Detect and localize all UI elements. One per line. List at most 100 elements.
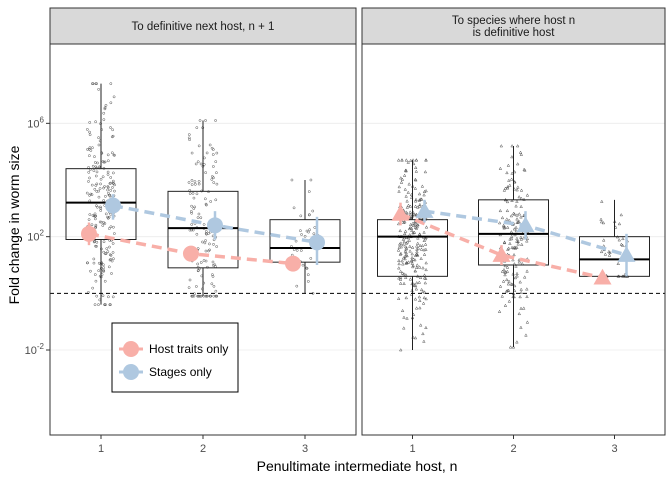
raw-point	[110, 259, 114, 263]
raw-point	[209, 200, 213, 203]
raw-point	[515, 144, 520, 148]
raw-point	[396, 248, 401, 252]
raw-point	[512, 212, 517, 216]
raw-point	[417, 280, 422, 284]
raw-point	[96, 161, 99, 165]
raw-point	[397, 189, 401, 193]
raw-point	[189, 210, 193, 213]
raw-point	[403, 256, 407, 261]
raw-point	[415, 253, 420, 257]
raw-point	[413, 284, 418, 288]
raw-point	[404, 250, 408, 254]
raw-point	[188, 278, 192, 282]
raw-point	[503, 272, 507, 277]
x-tick-label: 1	[409, 443, 415, 455]
raw-point	[307, 213, 311, 217]
raw-point	[413, 186, 418, 190]
raw-point	[102, 118, 106, 121]
raw-point	[197, 180, 201, 183]
raw-point	[408, 244, 412, 248]
raw-point	[519, 306, 523, 310]
raw-point	[198, 119, 202, 122]
raw-point	[93, 303, 97, 307]
raw-point	[97, 269, 101, 272]
raw-point	[111, 251, 115, 254]
raw-point	[91, 146, 94, 150]
series-point	[207, 217, 223, 234]
y-tick-label: 10-2	[25, 342, 45, 357]
series-point	[492, 246, 511, 262]
x-axis-title: Penultimate intermediate host, n	[257, 458, 458, 474]
raw-point	[112, 225, 115, 229]
raw-point	[111, 128, 115, 132]
raw-point	[97, 303, 100, 307]
raw-point	[397, 266, 401, 270]
raw-point	[290, 178, 294, 182]
raw-point	[91, 164, 95, 168]
raw-point	[214, 289, 218, 293]
raw-point	[190, 204, 193, 208]
raw-point	[405, 240, 410, 244]
raw-point	[520, 242, 524, 246]
raw-point	[498, 284, 503, 288]
raw-point	[602, 238, 606, 242]
raw-point	[196, 262, 200, 266]
raw-point	[92, 169, 96, 172]
raw-point	[87, 170, 91, 174]
raw-point	[519, 235, 523, 239]
raw-point	[510, 245, 514, 249]
raw-point	[518, 294, 522, 299]
legend-label: Stages only	[149, 365, 212, 379]
raw-point	[417, 265, 422, 269]
raw-point	[503, 263, 507, 268]
raw-point	[299, 249, 303, 252]
raw-point	[104, 252, 107, 256]
raw-point	[519, 287, 523, 291]
raw-point	[199, 261, 203, 264]
raw-point	[103, 185, 106, 188]
raw-point	[210, 175, 214, 178]
raw-point	[419, 197, 423, 201]
raw-point	[95, 170, 99, 174]
raw-point	[89, 149, 93, 152]
raw-point	[411, 223, 416, 227]
raw-point	[519, 237, 523, 241]
raw-point	[311, 209, 315, 213]
raw-point	[518, 150, 523, 154]
raw-point	[401, 237, 405, 241]
raw-point	[407, 238, 412, 242]
raw-point	[305, 229, 309, 233]
raw-point	[616, 261, 620, 265]
raw-point	[411, 221, 415, 225]
box-1	[65, 83, 137, 305]
raw-point	[306, 280, 310, 283]
raw-point	[416, 205, 420, 209]
raw-point	[99, 205, 102, 209]
raw-point	[410, 255, 414, 260]
raw-point	[403, 229, 408, 233]
raw-point	[111, 242, 115, 245]
raw-point	[505, 288, 510, 293]
raw-point	[412, 282, 416, 286]
box-iqr	[579, 236, 650, 277]
raw-point	[509, 282, 514, 286]
raw-point	[109, 82, 113, 86]
raw-point	[515, 340, 519, 344]
raw-point	[420, 243, 425, 248]
raw-point	[402, 315, 406, 319]
raw-point	[409, 226, 414, 230]
raw-point	[402, 240, 406, 244]
raw-point	[94, 214, 98, 218]
raw-point	[205, 151, 209, 155]
raw-point	[309, 257, 313, 260]
raw-point	[107, 191, 110, 195]
raw-point	[423, 281, 428, 285]
raw-point	[87, 147, 91, 151]
raw-point	[203, 241, 207, 245]
raw-point	[607, 249, 611, 253]
raw-point	[110, 272, 113, 275]
legend: Host traits only Stages only	[111, 322, 239, 393]
series-point	[309, 234, 325, 251]
raw-point	[509, 234, 514, 238]
raw-point	[402, 326, 406, 330]
